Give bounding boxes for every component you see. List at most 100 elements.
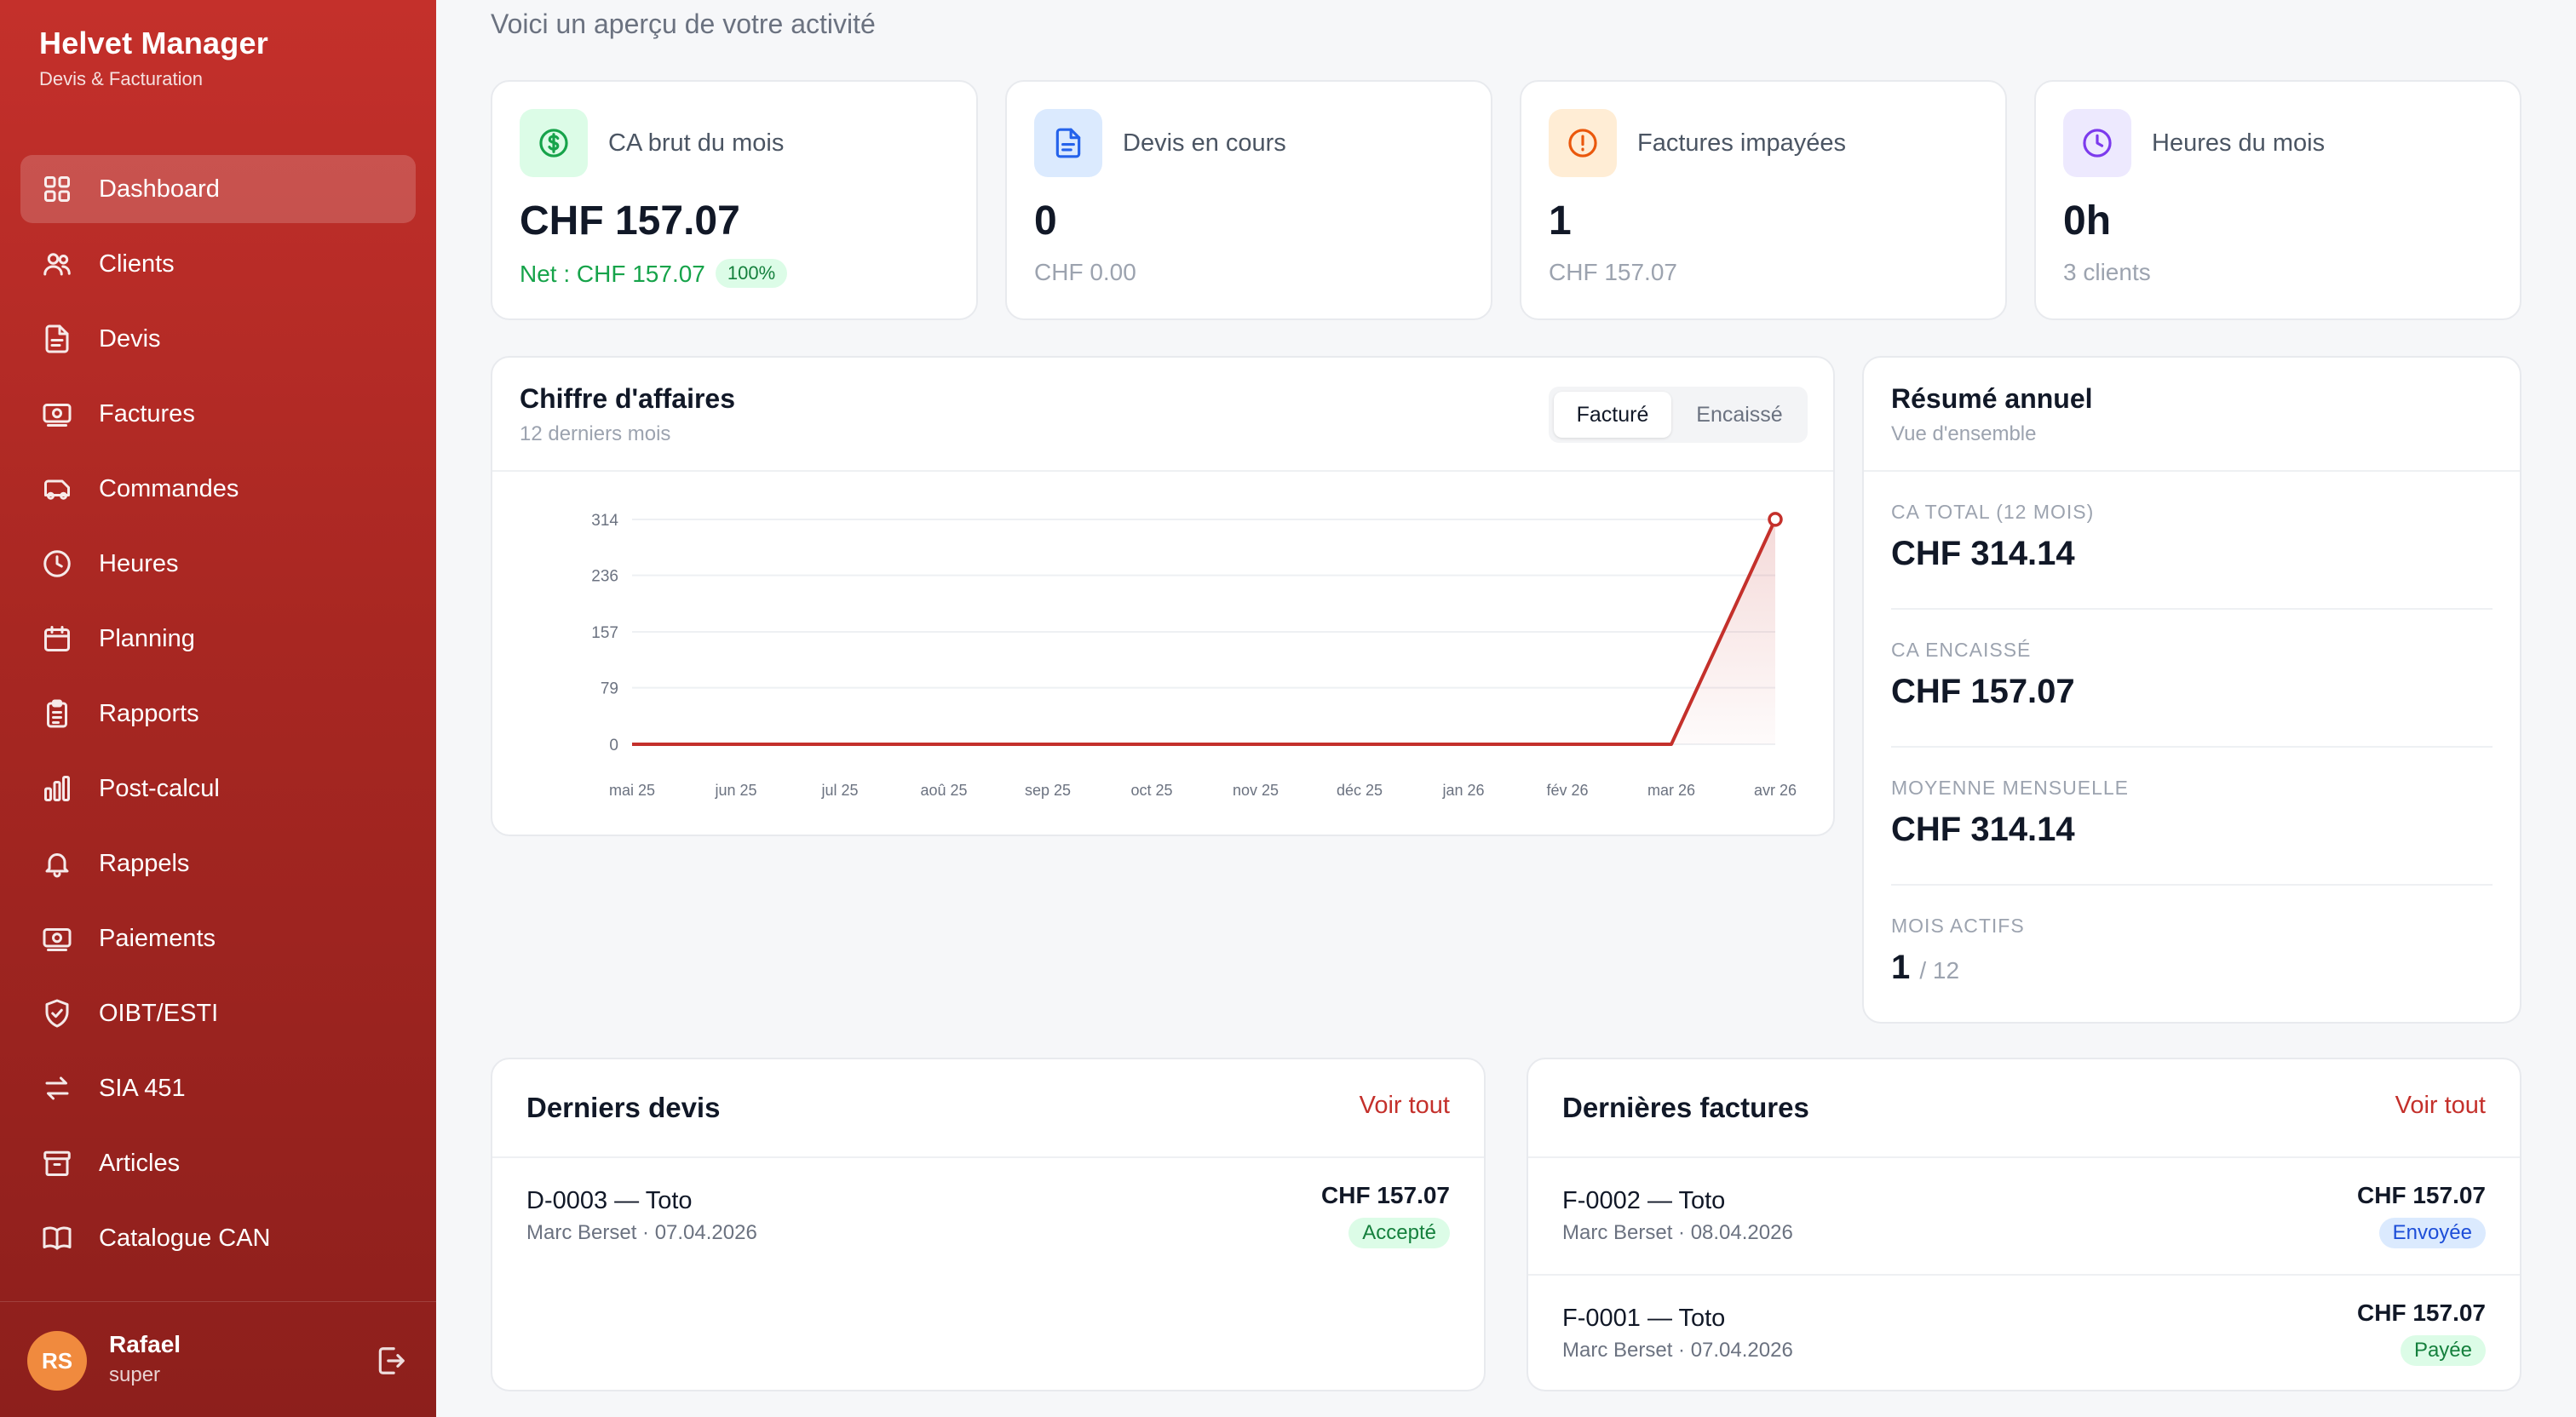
clock-icon xyxy=(41,548,73,580)
brand-subtitle: Devis & Facturation xyxy=(39,68,203,89)
sidebar-item-label: Rappels xyxy=(99,849,190,877)
welcome-text: Voici un aperçu de votre activité xyxy=(491,9,876,39)
card-divider xyxy=(1864,470,2520,472)
revenue-subtitle: 12 derniers mois xyxy=(520,422,671,445)
sidebar-item-devis[interactable]: Devis xyxy=(20,305,416,373)
revenue-mode-toggle: Facturé Encaissé xyxy=(1549,387,1808,443)
sidebar-item-oibt-esti[interactable]: OIBT/ESTI xyxy=(20,979,416,1047)
sidebar-item-label: Rapports xyxy=(99,699,199,727)
stat-label: Heures du mois xyxy=(2152,129,2326,157)
active-months-total: / 12 xyxy=(1919,957,1960,984)
stat-value: CHF 157.07 xyxy=(520,198,740,244)
stat-value: 0 xyxy=(1034,198,1057,244)
shield-check-icon xyxy=(41,997,73,1030)
active-months-count: 1 xyxy=(1891,949,1911,986)
toggle-facture[interactable]: Facturé xyxy=(1554,392,1671,438)
invoice-meta: Marc Berset · 08.04.2026 xyxy=(1562,1221,1793,1244)
invoice-number: F-0002 — Toto xyxy=(1562,1187,1726,1214)
percent-badge: 100% xyxy=(715,259,788,288)
sidebar-item-clients[interactable]: Clients xyxy=(20,230,416,298)
x-tick-label: déc 25 xyxy=(1337,782,1383,799)
user-panel: RS Rafael super xyxy=(0,1301,436,1417)
sidebar-item-dashboard[interactable]: Dashboard xyxy=(20,155,416,223)
sidebar-item-label: Heures xyxy=(99,549,179,577)
stat-sub: Net : CHF 157.07 100% xyxy=(520,259,788,288)
sidebar-item-commandes[interactable]: Commandes xyxy=(20,455,416,523)
arrows-swap-icon xyxy=(41,1072,73,1104)
book-icon xyxy=(41,1222,73,1254)
x-tick-label: jul 25 xyxy=(820,782,858,799)
alert-icon xyxy=(1549,109,1617,177)
x-tick-label: avr 26 xyxy=(1754,782,1797,799)
revenue-chart: 0 79 157 236 314 mai 25 jun 25 jul 25 aoû 25 sep … xyxy=(591,512,1797,799)
invoice-meta: Marc Berset · 07.04.2026 xyxy=(1562,1339,1793,1362)
sidebar-item-heures[interactable]: Heures xyxy=(20,530,416,598)
x-tick-label: fév 26 xyxy=(1546,782,1588,799)
quotes-see-all-link[interactable]: Voir tout xyxy=(1359,1092,1450,1119)
sidebar-item-post-calcul[interactable]: Post-calcul xyxy=(20,754,416,823)
calendar-icon xyxy=(41,622,73,655)
y-tick-label: 236 xyxy=(591,568,618,586)
sidebar-item-label: Devis xyxy=(99,324,161,353)
x-tick-label: jan 26 xyxy=(1441,782,1484,799)
archive-icon xyxy=(41,1147,73,1179)
list-item[interactable]: F-0002 — Toto Marc Berset · 08.04.2026 C… xyxy=(1528,1158,2520,1274)
sidebar-item-label: Planning xyxy=(99,624,195,652)
stat-card-unpaid: Factures impayées 1 CHF 157.07 xyxy=(1520,80,2007,320)
stat-value: 1 xyxy=(1549,198,1572,244)
stat-card-quotes: Devis en cours 0 CHF 0.00 xyxy=(1005,80,1492,320)
revenue-card: Chiffre d'affaires 12 derniers mois Fact… xyxy=(491,356,1835,836)
revenue-line xyxy=(632,519,1777,746)
logout-icon[interactable] xyxy=(375,1345,409,1379)
x-tick-label: jun 25 xyxy=(714,782,756,799)
stat-label: Factures impayées xyxy=(1637,129,1846,157)
cashed-label: CA ENCAISSÉ xyxy=(1891,639,2032,661)
summary-divider xyxy=(1891,884,2493,886)
sidebar-item-label: Paiements xyxy=(99,924,216,952)
sidebar-item-label: SIA 451 xyxy=(99,1074,186,1102)
grid-icon xyxy=(41,173,73,205)
sidebar-item-catalogue-can[interactable]: Catalogue CAN xyxy=(20,1204,416,1272)
avatar[interactable]: RS xyxy=(27,1331,87,1391)
revenue-title: Chiffre d'affaires xyxy=(520,383,735,414)
total-label: CA TOTAL (12 MOIS) xyxy=(1891,501,2095,523)
x-tick-label: mai 25 xyxy=(609,782,655,799)
cashed-value: CHF 157.07 xyxy=(1891,673,2075,710)
invoices-title: Dernières factures xyxy=(1562,1092,1809,1123)
summary-title: Résumé annuel xyxy=(1891,383,2093,414)
data-point xyxy=(1768,512,1783,527)
summary-divider xyxy=(1891,608,2493,610)
y-tick-label: 0 xyxy=(609,737,618,754)
user-role: super xyxy=(109,1363,161,1386)
card-divider xyxy=(492,1156,1484,1158)
status-badge: Accepté xyxy=(1348,1218,1450,1248)
clipboard-icon xyxy=(41,697,73,730)
status-badge: Envoyée xyxy=(2378,1218,2486,1248)
sidebar-item-label: Commandes xyxy=(99,474,239,502)
sidebar-item-label: Dashboard xyxy=(99,175,220,203)
stat-sub: 3 clients xyxy=(2063,259,2151,285)
truck-icon xyxy=(41,473,73,505)
invoices-see-all-link[interactable]: Voir tout xyxy=(2395,1092,2486,1119)
sidebar-item-paiements[interactable]: Paiements xyxy=(20,904,416,972)
toggle-encaisse[interactable]: Encaissé xyxy=(1696,403,1783,427)
list-item[interactable]: F-0001 — Toto Marc Berset · 07.04.2026 C… xyxy=(1528,1276,2520,1391)
sidebar-item-planning[interactable]: Planning xyxy=(20,605,416,673)
active-months-label: MOIS ACTIFS xyxy=(1891,915,2025,937)
clock-icon xyxy=(2063,109,2131,177)
latest-invoices-card: Dernières factures Voir tout F-0002 — To… xyxy=(1527,1058,2521,1391)
sidebar-item-rappels[interactable]: Rappels xyxy=(20,829,416,898)
y-tick-label: 157 xyxy=(591,624,618,642)
sidebar-item-sia-451[interactable]: SIA 451 xyxy=(20,1054,416,1122)
list-item[interactable]: D-0003 — Toto Marc Berset · 07.04.2026 C… xyxy=(492,1158,1484,1274)
stat-value: 0h xyxy=(2063,198,2112,244)
quote-meta: Marc Berset · 07.04.2026 xyxy=(526,1221,757,1244)
sidebar-item-rapports[interactable]: Rapports xyxy=(20,680,416,748)
sidebar-item-label: Post-calcul xyxy=(99,774,220,802)
sidebar-item-articles[interactable]: Articles xyxy=(20,1129,416,1197)
brand: Helvet Manager Devis & Facturation xyxy=(39,26,268,90)
active-months-value: 1 / 12 xyxy=(1891,949,1959,987)
user-name: Rafael xyxy=(109,1331,181,1357)
sidebar-item-factures[interactable]: Factures xyxy=(20,380,416,448)
invoice-amount: CHF 157.07 xyxy=(2357,1182,2486,1208)
